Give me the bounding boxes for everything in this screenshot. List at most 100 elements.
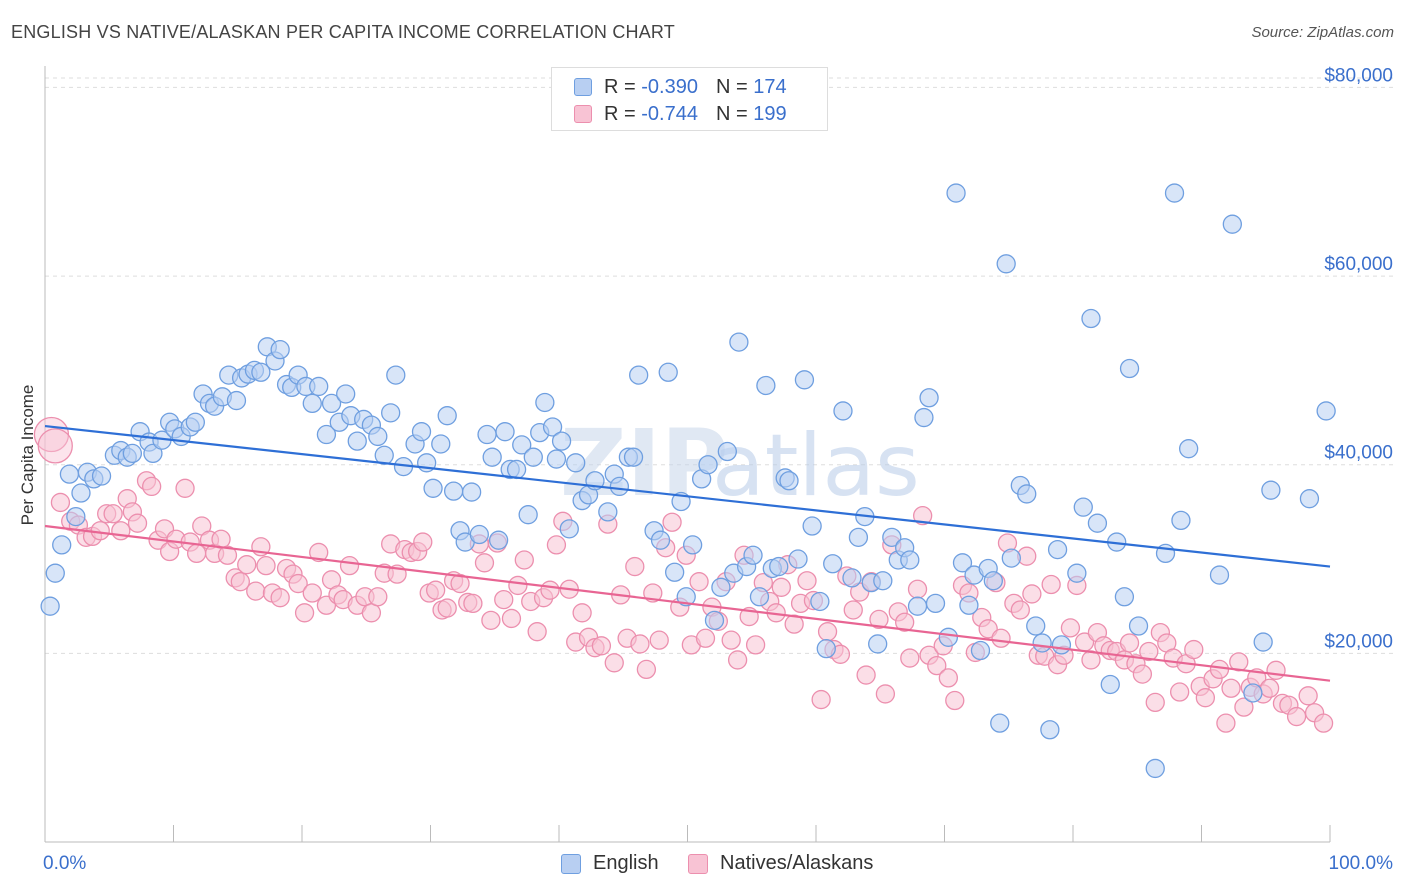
native-point-63 — [450, 573, 470, 594]
native-point-13 — [127, 513, 148, 533]
english-point-58 — [431, 434, 451, 454]
english-point-0 — [40, 596, 60, 616]
english-point-2 — [52, 535, 72, 555]
native-point-87 — [604, 653, 624, 673]
english-point-105 — [743, 545, 763, 565]
native-point-65 — [463, 593, 483, 614]
native-point-30 — [237, 555, 257, 575]
stats-legend: R = -0.390 N = 174 R = -0.744 N = 199 — [551, 67, 828, 131]
english-trend-line — [44, 424, 1331, 568]
english-point-131 — [919, 388, 939, 408]
native-point-150 — [1010, 600, 1030, 620]
legend-label-english: English — [593, 852, 659, 874]
x-tick-label-min: 0.0% — [43, 853, 86, 874]
native-point-177 — [1184, 639, 1204, 660]
native-point-184 — [1229, 652, 1249, 672]
english-point-4 — [66, 506, 86, 527]
native-point-39 — [294, 603, 315, 623]
english-point-44 — [336, 384, 356, 404]
native-point-147 — [991, 628, 1011, 648]
english-point-134 — [946, 183, 966, 203]
english-point-114 — [802, 516, 822, 536]
english-point-170 — [1299, 489, 1320, 509]
english-point-27 — [226, 390, 247, 411]
watermark: ZIP atlas — [560, 410, 920, 517]
english-point-160 — [1145, 758, 1165, 779]
native-point-152 — [1022, 584, 1042, 604]
english-point-67 — [488, 530, 509, 550]
native-point-128 — [869, 609, 889, 630]
english-point-46 — [347, 431, 367, 451]
native-point-145 — [978, 619, 998, 639]
english-point-8 — [91, 466, 112, 486]
english-point-51 — [381, 403, 401, 423]
tick-labels: $20,000 $40,000 $60,000 $80,000 0.0% 100.0% — [43, 65, 1393, 874]
english-point-84 — [598, 502, 618, 522]
native-point-193 — [1286, 706, 1307, 727]
legend-label-natives: Natives/Alaskans — [720, 852, 874, 874]
english-point-68 — [495, 422, 515, 442]
english-point-132 — [925, 593, 946, 614]
native-point-190 — [1266, 660, 1286, 680]
native-point-67 — [474, 553, 495, 573]
native-point-91 — [630, 634, 650, 654]
r-value: -0.390 — [641, 75, 698, 98]
english-point-165 — [1209, 565, 1230, 585]
n-value: 174 — [753, 75, 787, 98]
legend-item-english[interactable]: English — [561, 852, 659, 875]
english-point-80 — [566, 453, 586, 473]
native-point-40 — [302, 583, 322, 603]
native-point-90 — [625, 556, 645, 577]
legend-item-natives[interactable]: Natives/Alaskans — [688, 852, 873, 875]
english-point-63 — [461, 482, 482, 502]
native-point-46 — [339, 555, 360, 576]
native-point-27 — [217, 545, 238, 565]
axes — [44, 66, 1331, 843]
native-point-33 — [256, 555, 276, 576]
english-point-73 — [523, 447, 543, 467]
english-point-162 — [1164, 183, 1185, 203]
english-point-70 — [506, 459, 527, 480]
english-point-128 — [900, 550, 920, 570]
english-point-52 — [386, 365, 406, 385]
english-point-103 — [729, 332, 749, 352]
english-point-12 — [122, 443, 143, 464]
native-point-129 — [875, 684, 896, 704]
english-point-116 — [816, 638, 836, 659]
natives-legend-swatch — [688, 853, 708, 874]
native-point-77 — [540, 580, 560, 600]
english-point-146 — [1026, 616, 1046, 636]
native-point-175 — [1170, 682, 1190, 702]
english-point-107 — [756, 375, 776, 396]
n-label: N = — [715, 75, 748, 98]
english-point-66 — [482, 447, 502, 467]
source-label: Source: ZipAtlas.com — [1251, 24, 1394, 41]
english-point-125 — [882, 527, 902, 547]
english-point-135 — [952, 553, 973, 573]
n-value: 199 — [753, 102, 787, 125]
english-point-164 — [1179, 439, 1199, 459]
native-point-158 — [1060, 618, 1081, 638]
english-point-3 — [59, 464, 80, 484]
native-point-92 — [636, 659, 657, 680]
native-point-41 — [309, 542, 329, 563]
english-point-49 — [368, 426, 388, 447]
english-point-40 — [309, 376, 329, 397]
english-point-86 — [609, 476, 630, 497]
n-label: N = — [715, 102, 748, 125]
native-point-181 — [1209, 659, 1230, 680]
english-point-106 — [749, 587, 770, 607]
r-label: R = — [604, 102, 636, 125]
native-point-117 — [797, 571, 817, 591]
native-point-113 — [771, 577, 791, 597]
x-tick-label-max: 100.0% — [1329, 853, 1394, 874]
english-point-149 — [1047, 539, 1068, 560]
y-tick-label: $60,000 — [1324, 254, 1393, 275]
english-point-101 — [717, 441, 737, 462]
native-point-106 — [727, 650, 748, 670]
native-point-167 — [1119, 633, 1140, 653]
english-point-145 — [1017, 484, 1037, 504]
native-point-140 — [945, 690, 965, 711]
english-point-77 — [546, 449, 567, 469]
y-tick-label: $20,000 — [1324, 631, 1393, 652]
